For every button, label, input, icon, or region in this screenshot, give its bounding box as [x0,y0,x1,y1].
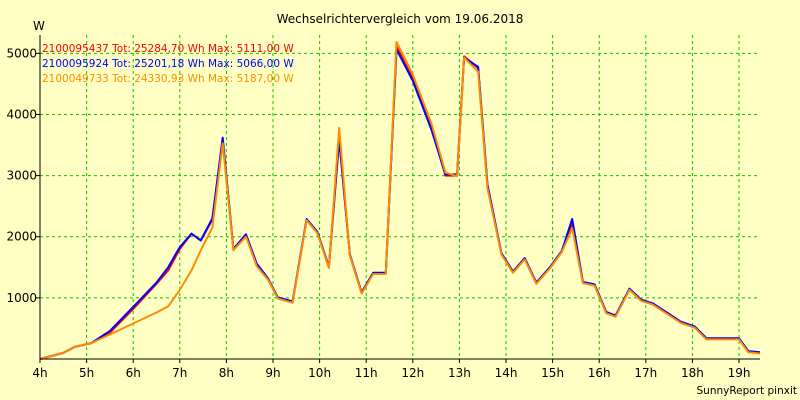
x-tick-label: 17h [634,366,657,380]
x-tick-label: 16h [588,366,611,380]
y-tick-label: 4000 [6,107,37,121]
x-tick-label: 9h [265,366,280,380]
x-tick-label: 15h [541,366,564,380]
x-tick-label: 7h [172,366,187,380]
legend-entry-3: 2100049733 Tot: 24330,93 Wh Max: 5187,00… [42,73,294,85]
x-tick-label: 5h [79,366,94,380]
series-line-3 [39,40,761,360]
x-tick-label: 8h [219,366,234,380]
grid-lines [40,35,760,359]
series-lines [39,40,761,360]
x-tick-label: 14h [495,366,518,380]
footer-credit: SunnyReport pinxit [697,385,797,397]
tick-labels: 4h 5h 6h 7h 8h 9h 10h 11h 12h 13h 14h 15h 16h 17h 18h 1… [6,46,750,380]
x-tick-label: 19h [728,366,751,380]
y-tick-label: 1000 [6,291,37,305]
y-axis-unit-label: W [33,19,45,33]
legend: 2100095437 Tot: 25284,70 Wh Max: 5111,00… [42,43,294,85]
x-tick-label: 6h [126,366,141,380]
x-tick-label: 12h [401,366,424,380]
x-tick-label: 13h [448,366,471,380]
x-tick-label: 18h [681,366,704,380]
x-tick-label: 11h [355,366,378,380]
x-tick-label: 4h [32,366,47,380]
chart-title: Wechselrichtervergleich vom 19.06.2018 [277,12,524,26]
legend-entry-2: 2100095924 Tot: 25201,18 Wh Max: 5066,00… [42,58,294,70]
y-tick-label: 3000 [6,169,37,183]
legend-entry-1: 2100095437 Tot: 25284,70 Wh Max: 5111,00… [42,43,294,55]
y-tick-label: 2000 [6,230,37,244]
y-tick-label: 5000 [6,46,37,60]
x-tick-label: 10h [308,366,331,380]
axes [36,35,760,363]
